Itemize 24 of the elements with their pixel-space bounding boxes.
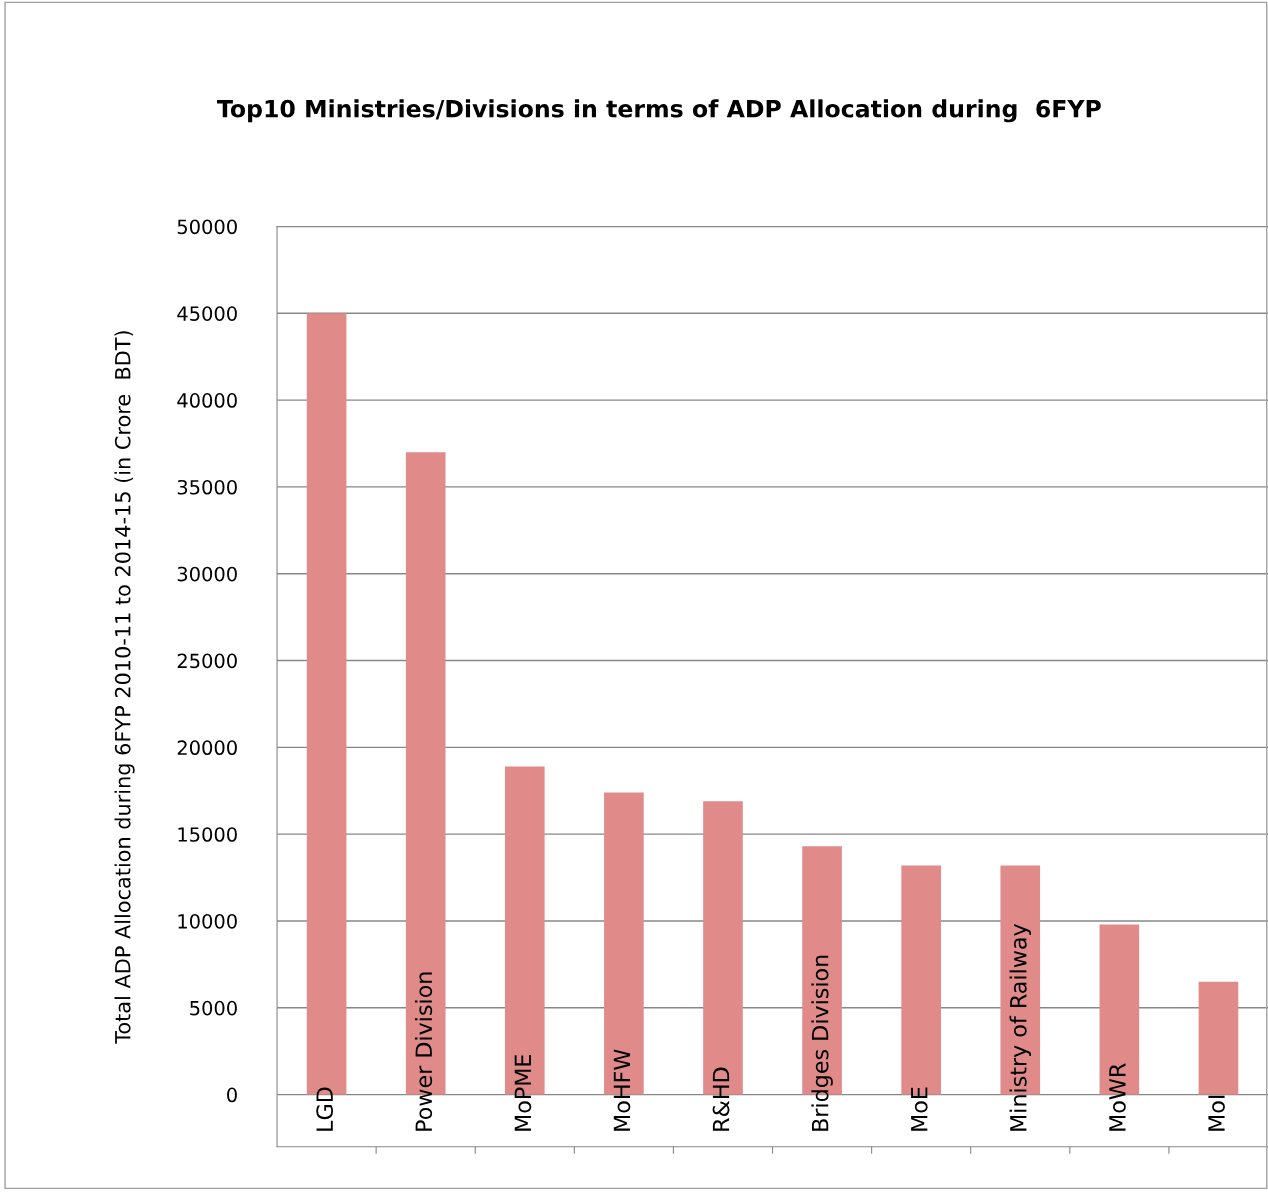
- y-tick-label: 50000: [177, 219, 237, 235]
- x-tick-label: Bridges Division: [811, 955, 833, 1131]
- y-tick-label: 10000: [178, 913, 237, 929]
- y-tick-label: 40000: [177, 393, 237, 408]
- x-tick-label: MoE: [911, 1087, 928, 1131]
- x-tick-label: MoWR: [1109, 1063, 1126, 1131]
- x-tick-label: LGD: [316, 1087, 334, 1131]
- y-tick-label: 0: [227, 1087, 237, 1103]
- x-tick-label: Ministry of Railway: [1009, 923, 1032, 1131]
- x-tick-label: R&HD: [712, 1067, 730, 1131]
- x-tick-label: MoI: [1208, 1095, 1225, 1131]
- bar: [1198, 981, 1239, 1095]
- y-tick-label: 35000: [177, 479, 237, 495]
- y-tick-label: 5000: [190, 1000, 237, 1016]
- y-tick-label: 30000: [177, 566, 237, 582]
- x-tick-label: MoHFW: [613, 1049, 631, 1131]
- y-tick-label: 20000: [177, 740, 237, 756]
- x-tick-label: Power Division: [414, 972, 433, 1131]
- chart-title: Top10 Ministries/Divisions in terms of ADP Allocation during 6FYP: [217, 99, 1101, 123]
- y-axis-title: Total ADP Allocation during 6FYP 2010-11 to 2014-15 (in Crore BDT): [114, 331, 135, 1044]
- y-tick-label: 15000: [178, 827, 237, 842]
- y-tick-label: 45000: [177, 306, 237, 321]
- y-tick-label: 25000: [177, 653, 237, 669]
- x-tick-label: MoPME: [514, 1054, 532, 1131]
